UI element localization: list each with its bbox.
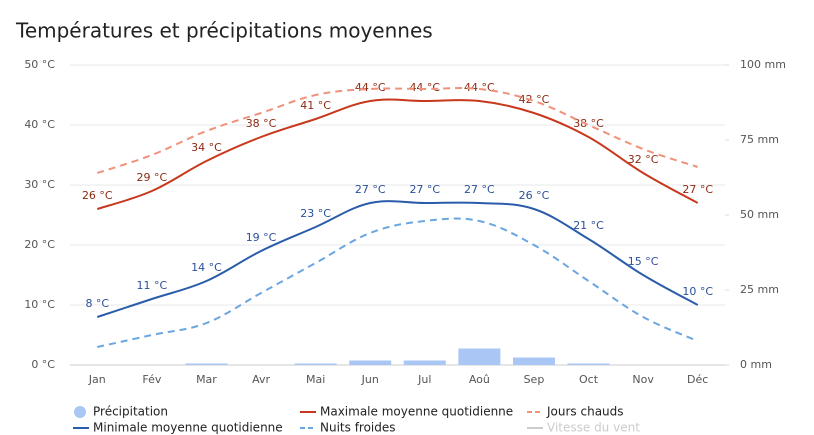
data-label: 44 °C — [464, 81, 495, 94]
series-line — [96, 87, 699, 174]
legend-label[interactable]: Jours chauds — [546, 405, 624, 419]
y-tick-label: 40 °C — [24, 118, 55, 131]
legend-label[interactable]: Minimale moyenne quotidienne — [93, 421, 283, 435]
x-tick-label: Mar — [196, 373, 217, 386]
data-label: 44 °C — [409, 81, 440, 94]
data-label: 38 °C — [246, 117, 277, 130]
x-tick-label: Nov — [632, 373, 654, 386]
data-label: 10 °C — [682, 285, 713, 298]
x-tick-label: Mai — [306, 373, 325, 386]
data-label: 26 °C — [82, 189, 113, 202]
series-line — [97, 217, 699, 348]
y-tick-label: 0 °C — [31, 358, 55, 371]
data-label: 19 °C — [246, 231, 277, 244]
precip-bar — [458, 348, 501, 365]
x-tick-label: Fév — [142, 373, 161, 386]
data-label: 27 °C — [464, 183, 495, 196]
y2-tick-label: 25 mm — [740, 283, 779, 296]
precip-bar — [512, 357, 555, 365]
data-label: 27 °C — [409, 183, 440, 196]
legend-label[interactable]: Maximale moyenne quotidienne — [320, 405, 513, 419]
data-label: 29 °C — [137, 171, 168, 184]
y2-tick-label: 0 mm — [740, 358, 772, 371]
data-label: 15 °C — [628, 255, 659, 268]
chart-title: Températures et précipitations moyennes — [15, 19, 433, 43]
data-label: 38 °C — [573, 117, 604, 130]
x-tick-label: Déc — [687, 373, 708, 386]
x-tick-label: Aoû — [469, 373, 490, 386]
series-line — [96, 98, 699, 210]
data-label: 26 °C — [519, 189, 550, 202]
data-label: 32 °C — [628, 153, 659, 166]
x-tick-label: Jan — [88, 373, 106, 386]
y2-tick-label: 100 mm — [740, 58, 786, 71]
legend-label[interactable]: Nuits froides — [320, 421, 396, 435]
x-tick-label: Oct — [579, 373, 599, 386]
data-label: 14 °C — [191, 261, 222, 274]
y-tick-label: 30 °C — [24, 178, 55, 191]
precip-bar — [349, 360, 392, 365]
data-label: 42 °C — [519, 93, 550, 106]
precip-bar — [294, 363, 337, 365]
precip-bar — [185, 363, 228, 365]
data-label: 21 °C — [573, 219, 604, 232]
data-label: 27 °C — [355, 183, 386, 196]
data-label: 34 °C — [191, 141, 222, 154]
y2-tick-label: 50 mm — [740, 208, 779, 221]
series-line — [96, 200, 699, 318]
y2-tick-label: 75 mm — [740, 133, 779, 146]
data-label: 8 °C — [85, 297, 109, 310]
y-tick-label: 50 °C — [24, 58, 55, 71]
data-label: 44 °C — [355, 81, 386, 94]
y-tick-label: 10 °C — [24, 298, 55, 311]
data-label: 23 °C — [300, 207, 331, 220]
x-tick-label: Sep — [524, 373, 545, 386]
x-tick-label: Jun — [361, 373, 379, 386]
y-tick-label: 20 °C — [24, 238, 55, 251]
legend-label[interactable]: Vitesse du vent — [547, 421, 640, 435]
precip-bar — [403, 360, 446, 365]
data-label: 11 °C — [137, 279, 168, 292]
x-tick-label: Jul — [417, 373, 431, 386]
x-tick-label: Avr — [252, 373, 270, 386]
legend-label[interactable]: Précipitation — [93, 405, 168, 419]
precip-bar — [567, 363, 610, 365]
data-label: 27 °C — [682, 183, 713, 196]
legend-marker — [74, 406, 86, 418]
data-label: 41 °C — [300, 99, 331, 112]
